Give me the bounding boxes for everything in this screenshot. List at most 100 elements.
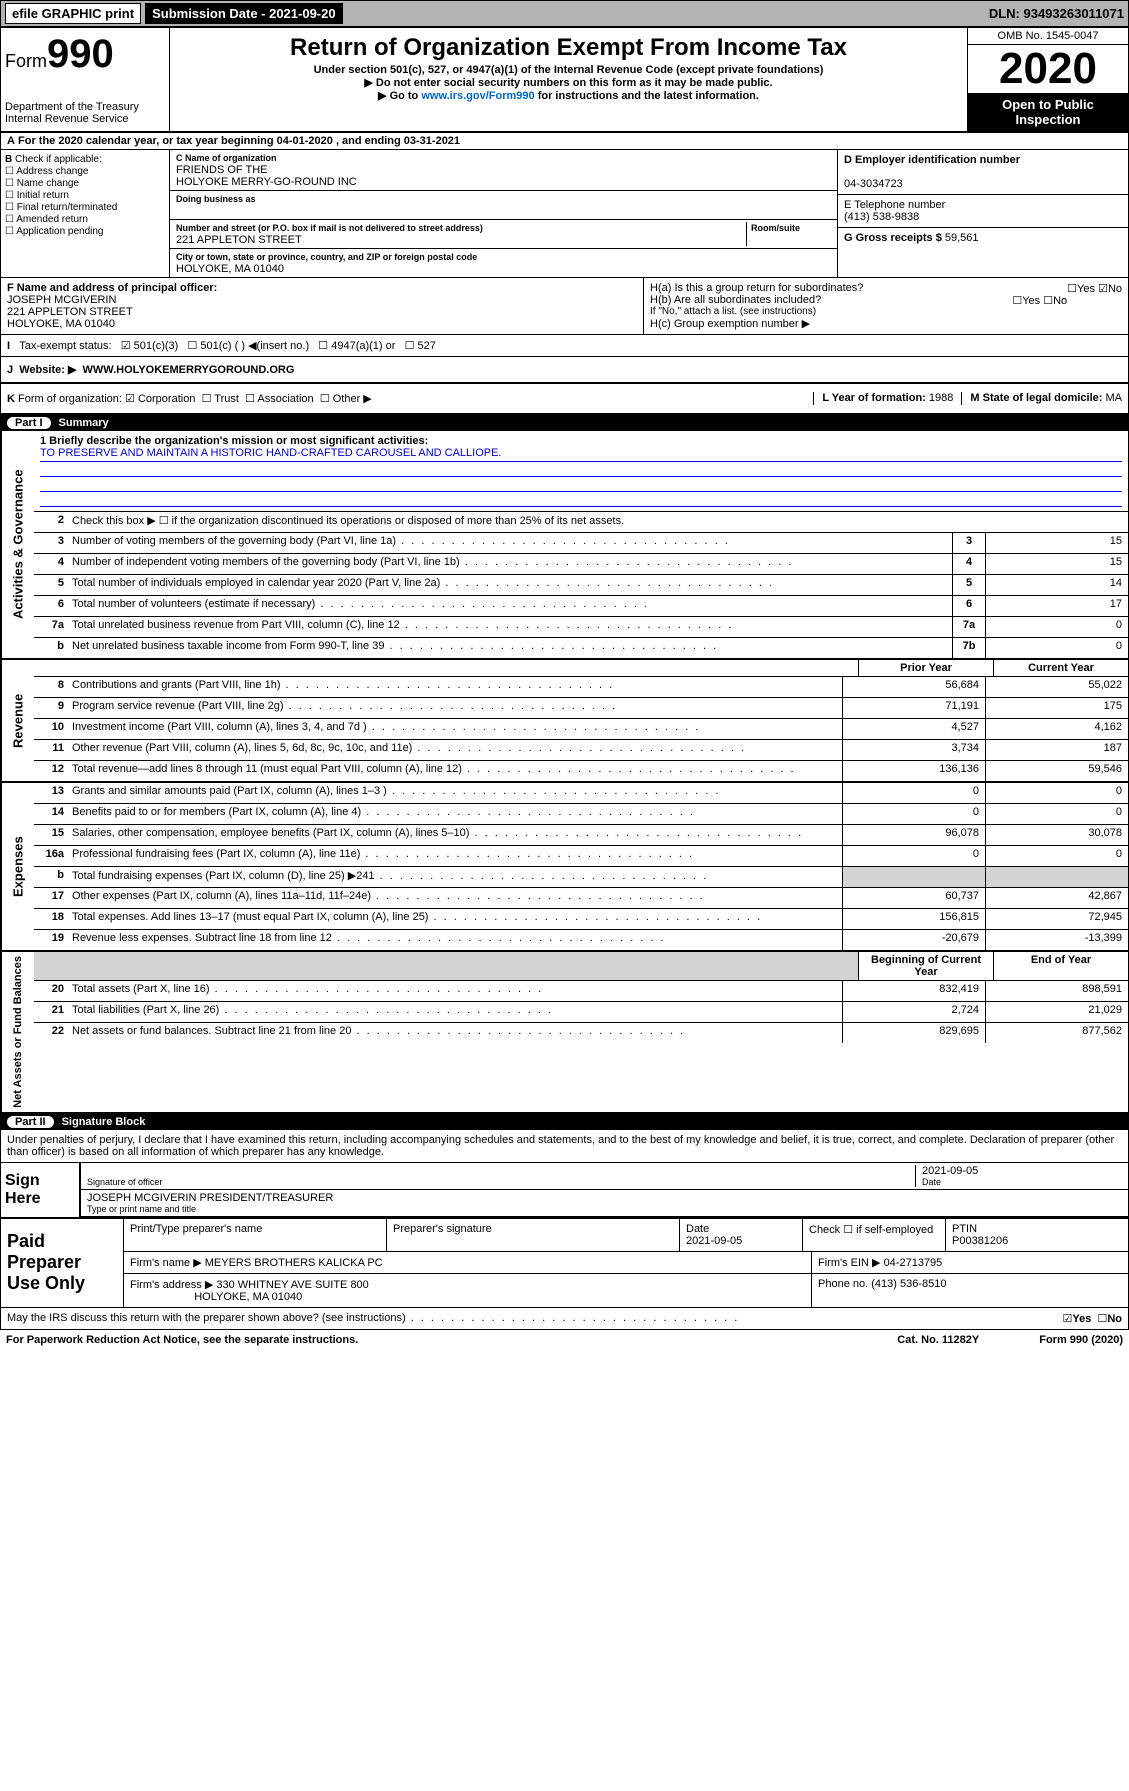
sig-date-label: Date xyxy=(922,1177,1122,1187)
formorg-label: Form of organization: xyxy=(18,393,122,405)
part-2-num: Part II xyxy=(7,1116,54,1128)
box-b: B Check if applicable: Address change Na… xyxy=(1,150,170,277)
hdr-current-year: Current Year xyxy=(993,660,1128,676)
expenses-section: Expenses 13Grants and similar amounts pa… xyxy=(1,783,1128,952)
submission-date: Submission Date - 2021-09-20 xyxy=(145,3,343,24)
row-j: J Website: ▶ WWW.HOLYOKEMERRYGOROUND.ORG xyxy=(1,357,1128,384)
table-row: 8Contributions and grants (Part VIII, li… xyxy=(34,677,1128,698)
netassets-section: Net Assets or Fund Balances Beginning of… xyxy=(1,952,1128,1114)
part-1-num: Part I xyxy=(7,417,51,429)
box-defg: D Employer identification number 04-3034… xyxy=(838,150,1128,277)
ha-no[interactable] xyxy=(1098,283,1108,295)
irs-form990-link[interactable]: www.irs.gov/Form990 xyxy=(421,90,534,102)
chk-final-return[interactable]: Final return/terminated xyxy=(5,202,165,213)
street-label: Number and street (or P.O. box if mail i… xyxy=(176,223,483,233)
officer-street: 221 APPLETON STREET xyxy=(7,306,133,318)
table-row: 13Grants and similar amounts paid (Part … xyxy=(34,783,1128,804)
form-note-2: Go to www.irs.gov/Form990 for instructio… xyxy=(174,89,963,102)
hb-note: If "No," attach a list. (see instruction… xyxy=(650,306,1122,317)
chk-name-change[interactable]: Name change xyxy=(5,178,165,189)
ein-value: 04-3034723 xyxy=(844,178,903,190)
firm-city: HOLYOKE, MA 01040 xyxy=(194,1291,302,1303)
form-prefix: Form xyxy=(5,51,47,71)
footer: For Paperwork Reduction Act Notice, see … xyxy=(0,1330,1129,1350)
vlabel-expenses: Expenses xyxy=(1,783,34,950)
mission-label: 1 Briefly describe the organization's mi… xyxy=(40,435,428,447)
catalog-number: Cat. No. 11282Y xyxy=(897,1334,979,1346)
chk-initial-return[interactable]: Initial return xyxy=(5,190,165,201)
prep-date: 2021-09-05 xyxy=(686,1235,742,1247)
box-c: C Name of organization FRIENDS OF THE HO… xyxy=(170,150,838,277)
chk-assoc[interactable] xyxy=(245,393,255,405)
form-id-footer: Form 990 (2020) xyxy=(1039,1334,1123,1346)
header-mid: Return of Organization Exempt From Incom… xyxy=(170,28,967,131)
gross-receipts-value: 59,561 xyxy=(945,232,979,244)
top-bar: efile GRAPHIC print Submission Date - 20… xyxy=(0,0,1129,27)
prep-name-hdr: Print/Type preparer's name xyxy=(130,1223,262,1235)
efile-print-button[interactable]: efile GRAPHIC print xyxy=(5,3,141,24)
pra-notice: For Paperwork Reduction Act Notice, see … xyxy=(6,1334,897,1346)
mission-blank-3 xyxy=(40,492,1122,507)
table-row: 22Net assets or fund balances. Subtract … xyxy=(34,1023,1128,1043)
dept-treasury: Department of the Treasury xyxy=(5,101,165,113)
table-row: 3Number of voting members of the governi… xyxy=(34,533,1128,554)
hc-label: H(c) Group exemption number ▶ xyxy=(650,317,1122,330)
org-name: FRIENDS OF THE HOLYOKE MERRY-GO-ROUND IN… xyxy=(176,164,357,188)
row-a-period: A For the 2020 calendar year, or tax yea… xyxy=(1,133,1128,150)
table-row: 21Total liabilities (Part X, line 26)2,7… xyxy=(34,1002,1128,1023)
chk-527[interactable] xyxy=(405,340,415,352)
hb-yes[interactable] xyxy=(1012,295,1022,307)
vlabel-activities: Activities & Governance xyxy=(1,431,34,658)
table-row: bTotal fundraising expenses (Part IX, co… xyxy=(34,867,1128,888)
chk-other[interactable] xyxy=(320,393,330,405)
row-klm: K Form of organization: Corporation Trus… xyxy=(1,384,1128,415)
officer-city: HOLYOKE, MA 01040 xyxy=(7,318,115,330)
street-address: 221 APPLETON STREET xyxy=(176,234,302,246)
part-1-title: Summary xyxy=(59,417,109,429)
section-bcdefg: B Check if applicable: Address change Na… xyxy=(1,150,1128,278)
paid-preparer-section: Paid Preparer Use Only Print/Type prepar… xyxy=(1,1217,1128,1307)
sign-here-label: Sign Here xyxy=(1,1163,79,1217)
form-header: Form990 Department of the Treasury Inter… xyxy=(1,28,1128,133)
officer-name: JOSEPH MCGIVERIN xyxy=(7,294,116,306)
chk-address-change[interactable]: Address change xyxy=(5,166,165,177)
chk-amended-return[interactable]: Amended return xyxy=(5,214,165,225)
tax-year: 2020 xyxy=(968,45,1128,93)
phone-value: (413) 538-9838 xyxy=(844,211,919,223)
chk-corp[interactable] xyxy=(125,393,135,405)
discuss-yes[interactable] xyxy=(1062,1313,1072,1325)
chk-4947[interactable] xyxy=(318,340,328,352)
period-text: A For the 2020 calendar year, or tax yea… xyxy=(7,135,460,147)
hdr-prior-year: Prior Year xyxy=(858,660,993,676)
city-label: City or town, state or province, country… xyxy=(176,252,477,262)
header-left: Form990 Department of the Treasury Inter… xyxy=(1,28,170,131)
table-row: 18Total expenses. Add lines 13–17 (must … xyxy=(34,909,1128,930)
ptin-val: P00381206 xyxy=(952,1235,1008,1247)
table-row: 19Revenue less expenses. Subtract line 1… xyxy=(34,930,1128,950)
ha-label: H(a) Is this a group return for subordin… xyxy=(650,282,863,294)
part-2-title: Signature Block xyxy=(62,1116,146,1128)
table-row: bNet unrelated business taxable income f… xyxy=(34,638,1128,658)
prep-sig-hdr: Preparer's signature xyxy=(393,1223,492,1235)
sig-date: 2021-09-05 xyxy=(922,1165,978,1177)
discuss-no[interactable] xyxy=(1097,1313,1107,1325)
room-label: Room/suite xyxy=(751,223,800,233)
firm-phone: (413) 536-8510 xyxy=(871,1278,946,1290)
prep-selfemp[interactable]: Check ☐ if self-employed xyxy=(809,1224,933,1236)
form-note-1: Do not enter social security numbers on … xyxy=(174,76,963,89)
table-row: 10Investment income (Part VIII, column (… xyxy=(34,719,1128,740)
chk-501c[interactable] xyxy=(187,340,197,352)
box-b-label: Check if applicable: xyxy=(15,154,102,165)
box-l: L Year of formation: 1988 xyxy=(813,392,953,405)
part-1-header: Part I Summary xyxy=(1,415,1128,431)
dba-label: Doing business as xyxy=(176,194,256,204)
line-2: Check this box ▶ ☐ if the organization d… xyxy=(68,512,1128,532)
chk-trust[interactable] xyxy=(202,393,212,405)
chk-application-pending[interactable]: Application pending xyxy=(5,226,165,237)
chk-501c3[interactable] xyxy=(121,340,131,352)
hb-no[interactable] xyxy=(1043,295,1053,307)
hdr-end-year: End of Year xyxy=(993,952,1128,980)
firm-addr: 330 WHITNEY AVE SUITE 800 xyxy=(216,1279,368,1291)
omb-number: OMB No. 1545-0047 xyxy=(968,28,1128,45)
ha-yes[interactable] xyxy=(1067,283,1077,295)
